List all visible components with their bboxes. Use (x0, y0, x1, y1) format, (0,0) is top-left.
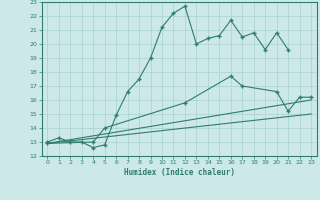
X-axis label: Humidex (Indice chaleur): Humidex (Indice chaleur) (124, 168, 235, 177)
